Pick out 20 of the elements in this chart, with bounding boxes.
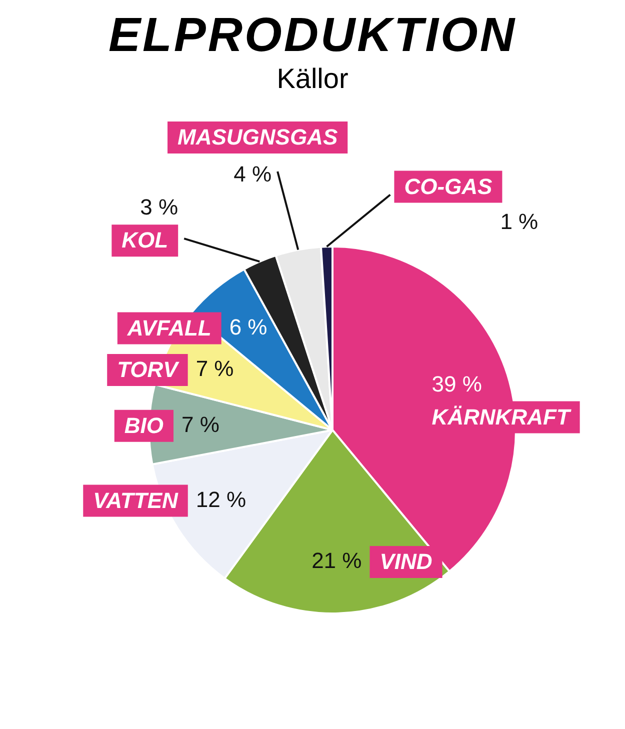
slice-label: KOL bbox=[122, 228, 168, 253]
slice-label: VATTEN bbox=[93, 488, 179, 513]
data-label: 7 % bbox=[181, 412, 220, 437]
slice-label: BIO bbox=[124, 412, 164, 438]
data-label: 21 % bbox=[312, 548, 362, 574]
data-label: 6 % bbox=[229, 314, 268, 340]
chart-subtitle: Källor bbox=[276, 63, 350, 95]
data-label: 3 % bbox=[140, 194, 178, 220]
slice-label: MASUGNSGAS bbox=[178, 124, 338, 150]
slice-label: CO-GAS bbox=[404, 174, 493, 199]
slice-label: TORV bbox=[117, 357, 180, 382]
slice-label: AVFALL bbox=[126, 315, 212, 340]
data-label: 4 % bbox=[234, 162, 272, 187]
slice-label: KÄRNKRAFT bbox=[432, 404, 572, 430]
slice-label: VIND bbox=[380, 549, 432, 574]
data-label: 12 % bbox=[196, 486, 246, 512]
data-label: 39 % bbox=[432, 371, 482, 396]
data-label: 1 % bbox=[500, 208, 538, 234]
chart-title: ELPRODUKTION bbox=[108, 8, 518, 63]
data-label: 7 % bbox=[196, 356, 234, 382]
